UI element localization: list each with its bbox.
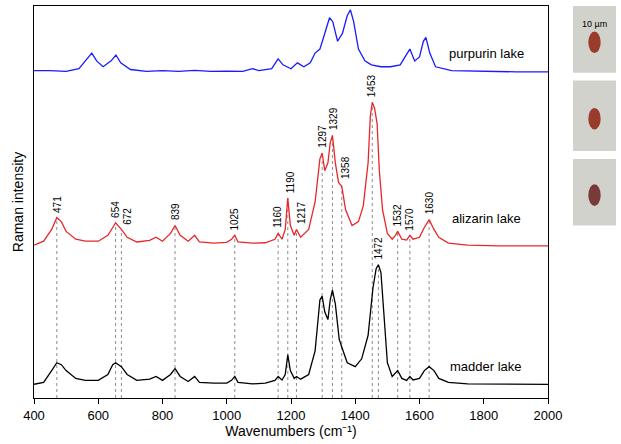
svg-text:1800: 1800 xyxy=(469,408,498,423)
svg-text:Wavenumbers (cm⁻¹): Wavenumbers (cm⁻¹) xyxy=(225,423,356,439)
svg-text:1570: 1570 xyxy=(404,208,415,231)
svg-text:2000: 2000 xyxy=(534,408,563,423)
svg-text:800: 800 xyxy=(152,408,174,423)
svg-text:672: 672 xyxy=(122,208,133,225)
svg-text:Raman intensity: Raman intensity xyxy=(10,152,26,252)
svg-text:madder lake: madder lake xyxy=(450,359,522,374)
svg-text:1472: 1472 xyxy=(373,237,384,260)
svg-text:400: 400 xyxy=(23,408,45,423)
svg-text:1200: 1200 xyxy=(277,408,306,423)
svg-text:1000: 1000 xyxy=(212,408,241,423)
svg-text:alizarin lake: alizarin lake xyxy=(452,211,521,226)
svg-text:1630: 1630 xyxy=(424,192,435,215)
svg-text:1358: 1358 xyxy=(340,156,351,179)
svg-text:1453: 1453 xyxy=(366,75,377,98)
svg-text:1190: 1190 xyxy=(285,171,296,193)
svg-text:1025: 1025 xyxy=(229,208,240,231)
svg-text:1600: 1600 xyxy=(405,408,434,423)
svg-text:600: 600 xyxy=(87,408,109,423)
svg-text:1329: 1329 xyxy=(328,107,339,130)
svg-text:654: 654 xyxy=(110,201,121,218)
svg-text:10 µm: 10 µm xyxy=(582,19,607,29)
svg-text:471: 471 xyxy=(52,196,63,213)
svg-text:1297: 1297 xyxy=(317,125,328,148)
svg-text:1160: 1160 xyxy=(272,206,283,228)
svg-text:purpurin lake: purpurin lake xyxy=(449,46,524,61)
svg-text:1400: 1400 xyxy=(341,408,370,423)
svg-text:839: 839 xyxy=(170,203,181,220)
svg-text:1532: 1532 xyxy=(392,204,403,227)
svg-text:1217: 1217 xyxy=(296,201,307,224)
